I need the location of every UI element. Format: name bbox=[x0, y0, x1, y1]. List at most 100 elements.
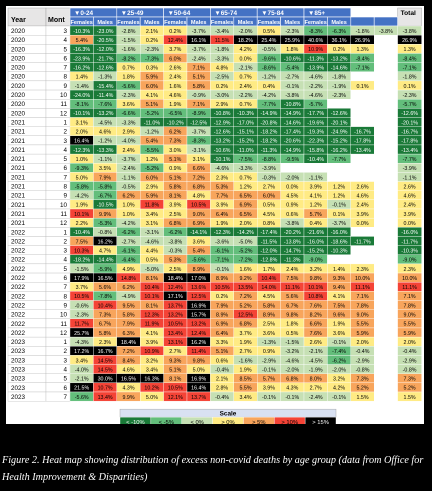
heatmap-cell-value: -16.2% bbox=[73, 65, 90, 71]
heatmap-cell-value: 2.5% bbox=[169, 267, 181, 273]
year-label: 2020 bbox=[11, 55, 26, 62]
heatmap-cell-value: -5.6% bbox=[122, 84, 136, 90]
heatmap-cell-value: 1.9% bbox=[239, 367, 251, 373]
heatmap-cell bbox=[374, 34, 398, 45]
heatmap-cell-value: 5.9% bbox=[146, 194, 158, 200]
heatmap-cell-value: 2.7% bbox=[310, 386, 322, 392]
heatmap-cell-value: -4.6% bbox=[285, 358, 299, 364]
heatmap-cell-value: 7.1% bbox=[193, 102, 205, 108]
table-row: 2020 10 -24.0% -11.4% -2.3% 4.1% 4.6% -0.9% -3.0… bbox=[7, 89, 422, 100]
heatmap-cell-value: -6.5% bbox=[168, 111, 182, 117]
heatmap-cell-value: 8.9% bbox=[193, 267, 205, 273]
heatmap-cell-value: -3.3% bbox=[215, 56, 229, 62]
total-cell-value: -20.1% bbox=[401, 120, 418, 126]
heatmap-cell-value: -3.6% bbox=[215, 239, 229, 245]
heatmap-cell-value: 16.5% bbox=[121, 377, 136, 383]
heatmap-cell-value: -4.2% bbox=[75, 194, 89, 200]
heatmap-cell-value: -0.5% bbox=[122, 184, 136, 190]
heatmap-cell-value: 1.4% bbox=[76, 75, 88, 81]
heatmap-cell-value: 13.4% bbox=[98, 395, 113, 401]
table-row: 2020 7 -16.2% -12.6% 0.7% 0.3% 2.6% 7.1% 4.8% -2.… bbox=[7, 62, 422, 72]
heatmap-cell-value: -2.2% bbox=[309, 84, 323, 90]
table-row: 2022 5 -1.5% -5.9% 4.9% -5.0% 2.5% 8.9% -0.1% 1.6… bbox=[7, 263, 422, 274]
heatmap-cell-value: 16.3% bbox=[144, 377, 159, 383]
heatmap-cell-value: 2.1% bbox=[216, 377, 228, 383]
table-row: 2023 7 -5.6% 13.4% 9.9% 5.0% 12.1% 13.7% -0.4% 3.… bbox=[7, 391, 422, 402]
heatmap-cell-value: 11.9% bbox=[145, 322, 160, 328]
heatmap-cell-value: -1.5% bbox=[285, 340, 299, 346]
heatmap-cell-value: 7.2% bbox=[122, 349, 134, 355]
heatmap-cell-value: 8.1% bbox=[146, 303, 158, 309]
subheader-label: Males bbox=[191, 20, 207, 26]
heatmap-cell-value: -1.8% bbox=[332, 75, 346, 81]
month-label: 1 bbox=[63, 229, 67, 236]
heatmap-cell bbox=[374, 181, 398, 191]
year-label: 2020 bbox=[11, 83, 26, 90]
heatmap-cell-value: 2.9% bbox=[216, 102, 228, 108]
heatmap-cell-value: -12.3% bbox=[73, 148, 90, 154]
heatmap-cell bbox=[374, 80, 398, 91]
heatmap-cell-value: 6.6% bbox=[193, 166, 205, 172]
heatmap-cell-value: -13.9% bbox=[307, 65, 324, 71]
heatmap-cell-value: 1.2% bbox=[239, 184, 251, 190]
heatmap-cell-value: 5.7% bbox=[263, 377, 275, 383]
table-row: 2022 9 -0.6% 10.4% 9.5% 8.1% 13.7% 16.9% 7.9% 5.2… bbox=[7, 300, 422, 310]
total-cell bbox=[397, 391, 422, 402]
heatmap-cell-value: 16.4% bbox=[74, 139, 89, 145]
heatmap-cell-value: 1.3% bbox=[356, 47, 368, 53]
total-cell-value: 5.5% bbox=[404, 322, 416, 328]
legend-label: < -10% bbox=[126, 420, 145, 424]
heatmap-cell-value: -17.4% bbox=[261, 230, 278, 236]
heatmap-cell-value: -12.6% bbox=[97, 65, 114, 71]
heatmap-cell-value: 6.3% bbox=[122, 331, 134, 337]
heatmap-cell-value: 0.4% bbox=[310, 221, 322, 227]
heatmap-cell-value: 10.2% bbox=[144, 386, 159, 392]
heatmap-cell bbox=[374, 126, 398, 136]
heatmap-cell-value: 0.5% bbox=[263, 29, 275, 35]
heatmap-cell-value: 21.5% bbox=[74, 386, 89, 392]
heatmap-cell-value: 5.8% bbox=[122, 313, 134, 319]
total-cell-value: 4.6% bbox=[404, 194, 416, 200]
heatmap-cell-value: 3.1% bbox=[193, 157, 205, 163]
header-age-group-label: ▼0-24 bbox=[74, 10, 94, 17]
heatmap-cell-value: -11.5% bbox=[261, 239, 278, 245]
heatmap-cell-value: 13.4% bbox=[168, 331, 183, 337]
heatmap-cell-value: -0.4% bbox=[356, 349, 370, 355]
heatmap-cell-value: 0.5% bbox=[286, 331, 298, 337]
heatmap-cell-value: 6.8% bbox=[286, 377, 298, 383]
year-label: 2022 bbox=[11, 275, 26, 282]
heatmap-cell-value: 0.9% bbox=[286, 203, 298, 209]
table-row: 2021 1 3.1% -4.5% -3.3% -11.0% -10.2% -12.5% -12… bbox=[7, 117, 422, 127]
heatmap-cell-value: 2.3% bbox=[216, 175, 228, 181]
heatmap-cell-value: -2.0% bbox=[285, 175, 299, 181]
heatmap-cell-value: 13.1% bbox=[168, 340, 183, 346]
heatmap-cell-value: 5.1% bbox=[169, 175, 181, 181]
year-label: 2020 bbox=[11, 28, 26, 35]
heatmap-cell-value: 0.2% bbox=[333, 47, 345, 53]
heatmap-cell-value: 11.1% bbox=[355, 285, 370, 291]
heatmap-cell-value: -0.4% bbox=[215, 367, 229, 373]
heatmap-cell-value: 13.2% bbox=[168, 313, 183, 319]
heatmap-cell-value: -12.6% bbox=[214, 130, 231, 136]
heatmap-cell-value: 13.7% bbox=[191, 395, 206, 401]
heatmap-cell-value: 9.9% bbox=[99, 212, 111, 218]
month-label: 3 bbox=[63, 248, 67, 255]
heatmap-cell bbox=[280, 163, 305, 173]
heatmap-cell-value: -0.1% bbox=[332, 395, 346, 401]
heatmap-cell-value: 12.4% bbox=[168, 38, 183, 44]
heatmap-cell-value: 36.1% bbox=[332, 38, 347, 44]
heatmap-cell-value: 6.2% bbox=[122, 285, 134, 291]
heatmap-cell-value: 2.2% bbox=[76, 221, 88, 227]
legend-label: < -5% bbox=[159, 420, 174, 424]
table-row: 2020 3 -10.3% -23.0% -2.8% 2.1% 0.2% -3.7% -3.4%… bbox=[7, 25, 422, 36]
heatmap-cell-value: 4.9% bbox=[122, 267, 134, 273]
heatmap-cell-value: -21.6% bbox=[307, 230, 324, 236]
heatmap-cell-value: -8.8% bbox=[262, 157, 276, 163]
heatmap-cell-value: 14.5% bbox=[98, 358, 113, 364]
table-row: 2021 5 1.0% -1.1% -3.7% 1.2% 5.1% 3.1% -10.1% -7.… bbox=[7, 153, 422, 164]
heatmap-cell-value: -1.5% bbox=[75, 267, 89, 273]
heatmap-cell-value: 0.6% bbox=[286, 212, 298, 218]
heatmap-cell-value: 2.3% bbox=[99, 340, 111, 346]
heatmap-cell-value: 3.7% bbox=[239, 331, 251, 337]
heatmap-cell bbox=[350, 89, 375, 100]
